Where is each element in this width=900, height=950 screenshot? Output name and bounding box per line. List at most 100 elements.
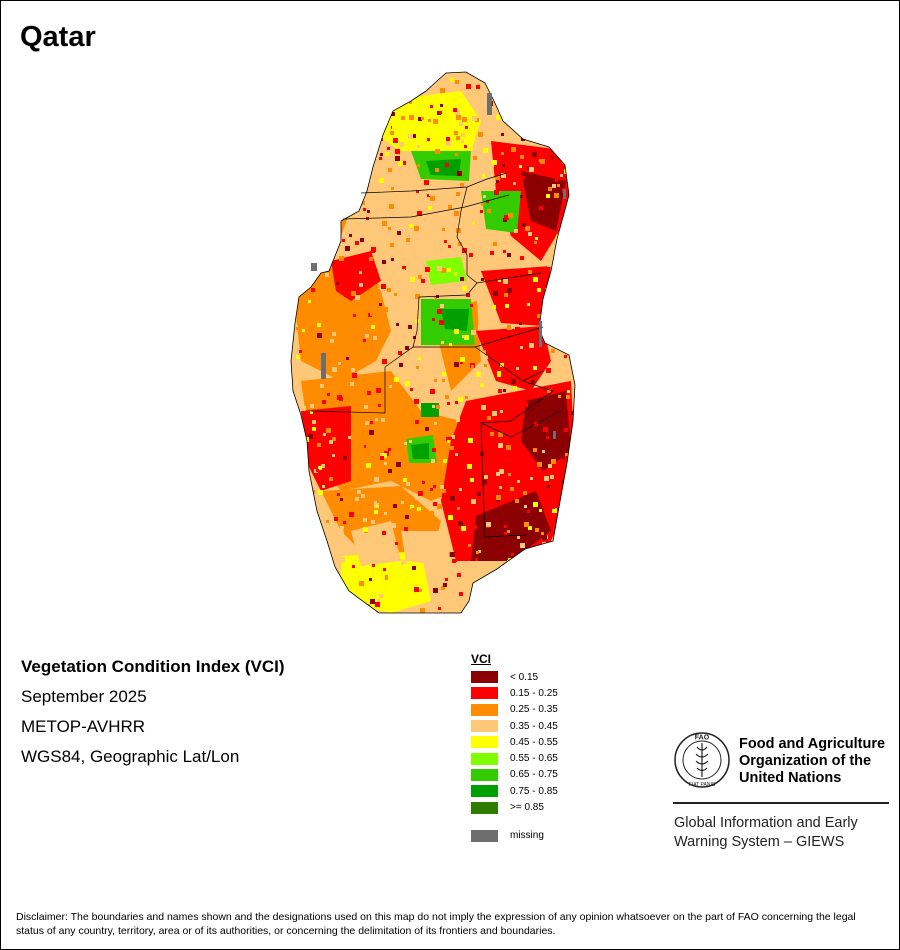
vci-pixel <box>527 303 530 306</box>
vci-pixel <box>433 588 438 593</box>
vci-pixel <box>390 243 394 247</box>
vci-pixel <box>537 314 541 318</box>
vci-pixel <box>357 473 360 476</box>
vci-pixel <box>353 314 356 317</box>
vci-pixel <box>451 435 455 439</box>
vci-pixel <box>409 115 414 120</box>
vci-pixel <box>410 505 414 509</box>
vci-pixel <box>396 462 401 467</box>
vci-pixel <box>308 519 311 522</box>
vci-pixel <box>384 512 387 515</box>
vci-pixel <box>374 510 378 514</box>
vci-pixel <box>503 279 508 284</box>
vci-pixel <box>412 566 416 570</box>
vci-pixel <box>549 133 552 136</box>
vci-pixel <box>498 443 503 448</box>
coastal-islands <box>311 93 566 439</box>
vci-pixel <box>556 449 561 454</box>
vci-pixel <box>324 191 329 196</box>
vci-pixel <box>355 295 360 300</box>
vci-pixel <box>571 411 575 415</box>
vci-pixel <box>312 610 315 613</box>
vci-pixel <box>409 224 413 228</box>
vci-pixel <box>406 482 410 486</box>
vci-pixel <box>515 327 520 332</box>
vci-pixel <box>421 225 424 228</box>
vci-pixel <box>359 283 363 287</box>
vci-pixel <box>471 330 476 335</box>
vci-pixel <box>357 490 361 494</box>
vci-pixel <box>490 432 494 436</box>
vci-pixel <box>347 72 350 75</box>
vci-pixel <box>312 427 316 431</box>
vci-pixel <box>364 405 368 409</box>
vci-pixel <box>437 504 442 509</box>
vci-pixel <box>378 404 381 407</box>
vci-pixel <box>296 355 300 359</box>
vci-pixel <box>577 471 580 474</box>
vci-pixel <box>520 597 523 600</box>
vci-pixel <box>573 544 575 549</box>
legend-label: >= 0.85 <box>510 802 544 814</box>
vci-pixel <box>332 332 336 336</box>
vci-pixel <box>326 520 329 523</box>
vci-pixel <box>516 367 519 370</box>
vci-pixel <box>315 100 318 103</box>
vci-pixel <box>418 117 422 121</box>
vci-pixel <box>503 610 508 613</box>
vci-pixel <box>403 478 407 482</box>
vci-pixel <box>576 551 580 555</box>
vci-pixel <box>546 368 551 373</box>
vci-pixel <box>550 475 554 479</box>
vci-pixel <box>447 599 451 603</box>
vci-pixel <box>335 176 340 181</box>
vci-pixel <box>509 567 514 572</box>
vci-pixel <box>293 245 297 249</box>
vci-pixel <box>478 597 482 601</box>
vci-pixel <box>485 172 490 177</box>
vci-pixel <box>380 153 383 156</box>
vci-pixel <box>379 157 382 160</box>
vci-pixel <box>379 303 382 306</box>
vci-pixel <box>381 84 386 89</box>
vci-pixel <box>501 173 506 178</box>
vci-pixel <box>295 226 299 230</box>
vci-pixel <box>433 119 438 124</box>
vci-pixel <box>371 325 375 329</box>
vci-pixel <box>377 85 380 88</box>
vci-pixel <box>556 148 561 153</box>
vci-pixel <box>332 454 335 457</box>
vci-pixel <box>329 440 333 444</box>
vci-pixel <box>336 219 339 222</box>
vci-pixel <box>382 531 386 535</box>
vci-pixel <box>585 149 589 153</box>
vci-pixel <box>537 462 542 467</box>
vci-pixel <box>498 389 502 393</box>
vci-pixel <box>513 583 516 586</box>
vci-pixel <box>570 298 574 302</box>
vci-pixel <box>453 108 457 112</box>
vci-pixel <box>439 111 442 114</box>
vci-pixel <box>420 608 425 613</box>
vci-pixel <box>468 612 471 613</box>
vci-pixel <box>504 215 509 220</box>
vci-pixel <box>556 501 560 505</box>
vci-pixel <box>352 373 357 378</box>
vci-pixel <box>493 291 498 296</box>
vci-pixel <box>450 78 454 82</box>
vci-pixel <box>459 488 462 491</box>
vci-pixel <box>527 510 530 513</box>
vci-pixel <box>572 288 575 293</box>
vci-pixel <box>539 509 542 512</box>
vci-pixel <box>468 544 471 547</box>
vci-pixel <box>359 581 364 586</box>
vci-pixel <box>581 213 586 218</box>
vci-pixel <box>455 80 459 84</box>
vci-pixel <box>355 497 359 501</box>
vci-pixel <box>493 587 497 591</box>
vci-pixel <box>511 325 515 329</box>
vci-pixel <box>497 596 502 601</box>
vci-pixel <box>542 535 547 540</box>
vci-pixel <box>506 445 511 450</box>
vci-pixel <box>351 291 356 296</box>
